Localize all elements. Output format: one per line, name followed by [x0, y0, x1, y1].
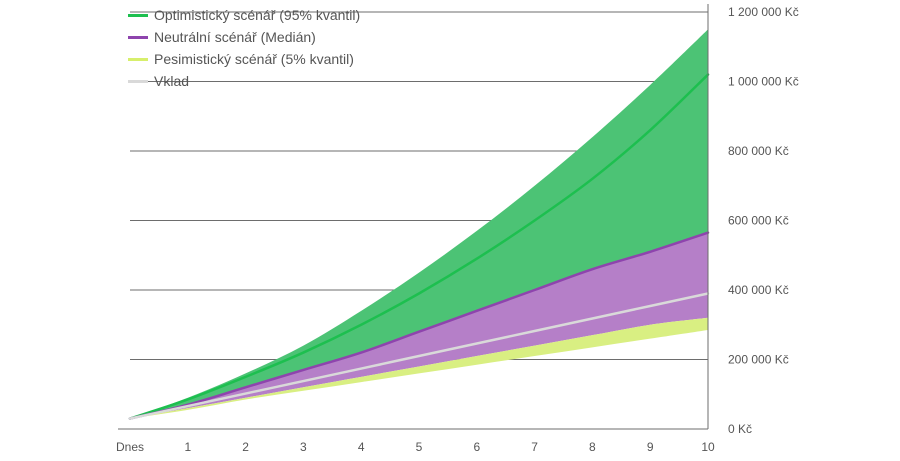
x-tick-label: 3	[300, 440, 307, 454]
legend-label-deposit: Vklad	[154, 73, 190, 89]
x-tick-label: 5	[416, 440, 423, 454]
optimistic-line	[128, 73, 710, 420]
y-tick-label: 400 000 Kč	[728, 283, 789, 297]
legend-swatch-neutral	[128, 35, 148, 39]
legend-item-neutral[interactable]: Neutrální scénář (Medián)	[128, 26, 360, 48]
y-tick-label: 0 Kč	[728, 422, 752, 436]
legend-label-neutral: Neutrální scénář (Medián)	[154, 29, 316, 45]
y-tick-label: 1 000 000 Kč	[728, 75, 799, 89]
x-tick-label: 8	[589, 440, 596, 454]
legend: Optimistický scénář (95% kvantil) Neutrá…	[128, 4, 360, 92]
legend-item-optimistic[interactable]: Optimistický scénář (95% kvantil)	[128, 4, 360, 26]
optimistic-band	[130, 29, 708, 419]
pessimistic-band	[130, 317, 708, 419]
x-tick-label: 2	[242, 440, 249, 454]
legend-label-optimistic: Optimistický scénář (95% kvantil)	[154, 7, 361, 23]
y-tick-label: 600 000 Kč	[728, 214, 789, 228]
x-axis-ticks: Dnes 1 2 3 4 5 6 7 8 9 10	[116, 440, 715, 454]
x-tick-label: 1	[184, 440, 191, 454]
scenario-bands	[130, 29, 708, 419]
legend-swatch-deposit	[128, 79, 148, 83]
x-tick-label: 4	[358, 440, 365, 454]
legend-item-deposit[interactable]: Vklad	[128, 70, 360, 92]
y-axis-ticks: 0 Kč 200 000 Kč 400 000 Kč 600 000 Kč 800 00…	[728, 5, 799, 436]
y-tick-label: 1 200 000 Kč	[728, 5, 799, 19]
x-tick-label: 7	[531, 440, 538, 454]
neutral-band	[130, 232, 708, 419]
axis-lines	[118, 4, 709, 430]
legend-label-pessimistic: Pesimistický scénář (5% kvantil)	[154, 51, 354, 67]
y-tick-label: 800 000 Kč	[728, 144, 789, 158]
legend-swatch-optimistic	[128, 13, 148, 17]
scenario-lines	[128, 73, 710, 420]
legend-swatch-pessimistic	[128, 57, 148, 61]
y-tick-label: 200 000 Kč	[728, 353, 789, 367]
x-tick-label: 9	[647, 440, 654, 454]
x-tick-label: 10	[701, 440, 715, 454]
deposit-line	[128, 292, 710, 420]
x-tick-label: Dnes	[116, 440, 144, 454]
neutral-line	[128, 231, 710, 420]
legend-item-pessimistic[interactable]: Pesimistický scénář (5% kvantil)	[128, 48, 360, 70]
x-tick-label: 6	[473, 440, 480, 454]
